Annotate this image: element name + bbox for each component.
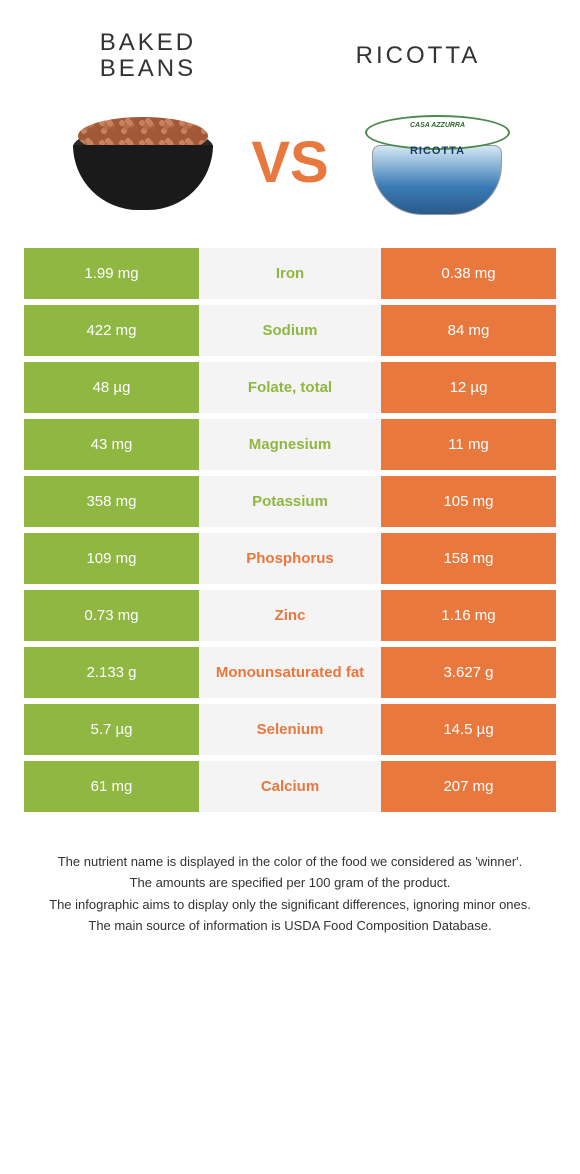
table-row: 43 mgMagnesium11 mg — [24, 419, 556, 470]
nutrient-name-cell: Monounsaturated fat — [199, 647, 381, 698]
table-row: 1.99 mgIron0.38 mg — [24, 248, 556, 299]
left-value-cell: 1.99 mg — [24, 248, 199, 299]
left-value-cell: 61 mg — [24, 761, 199, 812]
table-row: 2.133 gMonounsaturated fat3.627 g — [24, 647, 556, 698]
beans-bowl-icon — [73, 115, 213, 210]
nutrient-table: 1.99 mgIron0.38 mg 422 mgSodium84 mg 48 µg… — [24, 248, 556, 812]
table-row: 0.73 mgZinc1.16 mg — [24, 590, 556, 641]
nutrient-name-cell: Potassium — [199, 476, 381, 527]
left-value-cell: 43 mg — [24, 419, 199, 470]
right-value-cell: 105 mg — [381, 476, 556, 527]
right-value-cell: 3.627 g — [381, 647, 556, 698]
left-value-cell: 422 mg — [24, 305, 199, 356]
title-text: BEANS — [100, 55, 196, 82]
left-value-cell: 358 mg — [24, 476, 199, 527]
table-row: 422 mgSodium84 mg — [24, 305, 556, 356]
left-value-cell: 0.73 mg — [24, 590, 199, 641]
nutrient-name-cell: Calcium — [199, 761, 381, 812]
vs-label: VS — [245, 129, 335, 196]
right-value-cell: 12 µg — [381, 362, 556, 413]
nutrient-name-cell: Phosphorus — [199, 533, 381, 584]
right-value-cell: 11 mg — [381, 419, 556, 470]
table-row: 358 mgPotassium105 mg — [24, 476, 556, 527]
right-value-cell: 1.16 mg — [381, 590, 556, 641]
left-value-cell: 48 µg — [24, 362, 199, 413]
nutrient-name-cell: Iron — [199, 248, 381, 299]
table-row: 61 mgCalcium207 mg — [24, 761, 556, 812]
right-food-image: CASA AZZURRA RICOTTA — [355, 103, 520, 223]
nutrient-name-cell: Zinc — [199, 590, 381, 641]
footer-notes: The nutrient name is displayed in the co… — [30, 852, 550, 936]
right-value-cell: 0.38 mg — [381, 248, 556, 299]
vs-row: VS CASA AZZURRA RICOTTA — [0, 98, 580, 248]
right-food-title: RICOTTA — [356, 43, 481, 69]
left-food-image — [60, 103, 225, 223]
footer-line: The amounts are specified per 100 gram o… — [30, 873, 550, 893]
right-value-cell: 158 mg — [381, 533, 556, 584]
left-food-title: BAKED BEANS — [100, 30, 196, 83]
title-text: BAKED — [100, 29, 196, 56]
ricotta-tub-icon: CASA AZZURRA RICOTTA — [365, 110, 510, 215]
footer-line: The infographic aims to display only the… — [30, 895, 550, 915]
header: BAKED BEANS RICOTTA — [0, 0, 580, 98]
footer-line: The main source of information is USDA F… — [30, 916, 550, 936]
tub-label: RICOTTA — [365, 145, 510, 157]
left-value-cell: 5.7 µg — [24, 704, 199, 755]
nutrient-name-cell: Selenium — [199, 704, 381, 755]
right-value-cell: 84 mg — [381, 305, 556, 356]
right-value-cell: 207 mg — [381, 761, 556, 812]
table-row: 109 mgPhosphorus158 mg — [24, 533, 556, 584]
right-value-cell: 14.5 µg — [381, 704, 556, 755]
left-value-cell: 2.133 g — [24, 647, 199, 698]
tub-brand: CASA AZZURRA — [365, 122, 510, 129]
table-row: 5.7 µgSelenium14.5 µg — [24, 704, 556, 755]
footer-line: The nutrient name is displayed in the co… — [30, 852, 550, 872]
nutrient-name-cell: Sodium — [199, 305, 381, 356]
table-row: 48 µgFolate, total12 µg — [24, 362, 556, 413]
nutrient-name-cell: Magnesium — [199, 419, 381, 470]
nutrient-name-cell: Folate, total — [199, 362, 381, 413]
left-value-cell: 109 mg — [24, 533, 199, 584]
